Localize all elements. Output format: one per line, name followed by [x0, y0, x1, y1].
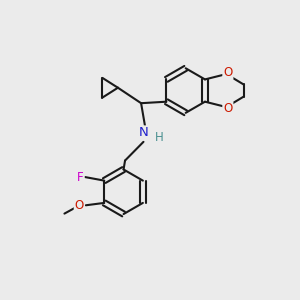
Text: F: F — [77, 170, 84, 184]
Text: O: O — [75, 199, 84, 212]
Text: O: O — [223, 66, 232, 79]
Text: N: N — [139, 126, 148, 140]
Text: O: O — [223, 102, 232, 115]
Text: H: H — [154, 131, 163, 144]
